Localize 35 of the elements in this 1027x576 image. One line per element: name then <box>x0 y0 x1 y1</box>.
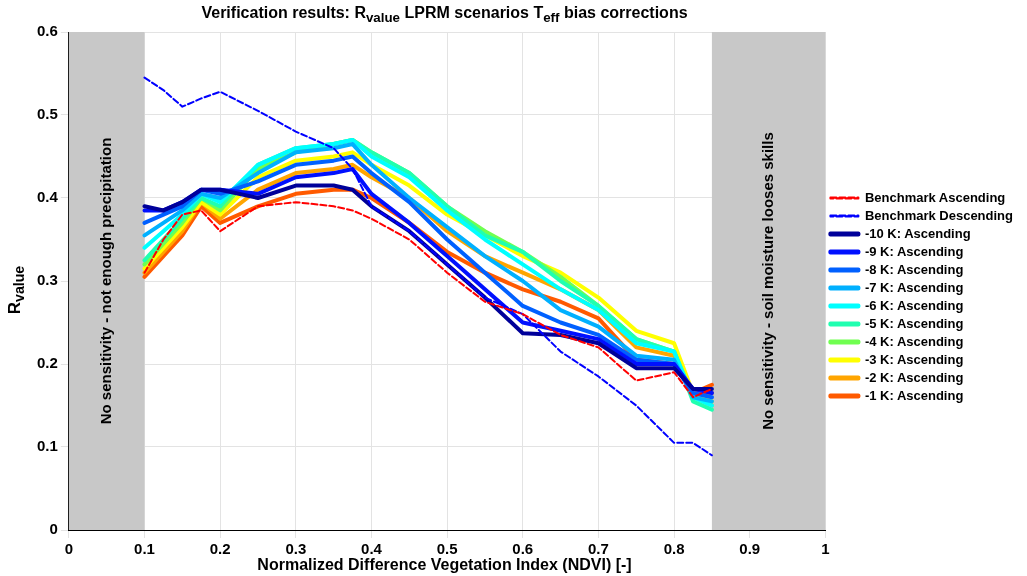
y-tick-label: 0.4 <box>36 188 59 206</box>
x-tick-label: 0.2 <box>209 540 231 558</box>
y-tick-label: 0.5 <box>36 105 58 123</box>
chart-title: Verification results: R$_{value}$ LPRM scenarios T$_{eff}$ bias corrections <box>200 4 689 26</box>
band-label: No sensitivity - soil moisture looses skills <box>758 132 776 430</box>
y-tick-label: 0.6 <box>36 22 58 40</box>
y-tick-label: 0 <box>49 520 58 538</box>
x-tick-label: 0.3 <box>285 540 307 558</box>
line-series <box>143 76 713 457</box>
legend-label: -9 K: Ascending <box>864 243 964 259</box>
y-tick-label: 0.1 <box>36 437 58 455</box>
y-tick-label: 0.2 <box>36 354 58 372</box>
legend-label: -5 K: Ascending <box>864 315 964 331</box>
x-tick-label: 0.8 <box>663 540 685 558</box>
x-tick-label: 1 <box>821 540 830 558</box>
legend-label: -8 K: Ascending <box>864 261 964 277</box>
legend-label: Benchmark Descending <box>864 207 1014 223</box>
x-tick-label: 0.7 <box>588 540 609 558</box>
legend-label: -4 K: Ascending <box>864 333 964 349</box>
legend-label: -3 K: Ascending <box>864 351 964 367</box>
x-tick-label: 0.6 <box>512 540 534 558</box>
x-tick-label: 0.5 <box>436 540 458 558</box>
x-axis-title: Normalized Difference Vegetation Index (NDVI) [-] <box>256 556 633 574</box>
band-label: No sensitivity - not enough precipitation <box>96 137 114 425</box>
x-tick-label: 0.1 <box>134 540 155 558</box>
legend-label: -10 K: Ascending <box>864 225 971 241</box>
x-tick-label: 0.9 <box>739 540 761 558</box>
legend-label: Benchmark Ascending <box>864 189 1006 205</box>
legend-label: -1 K: Ascending <box>864 387 964 403</box>
legend-label: -6 K: Ascending <box>864 297 964 313</box>
legend-label: -7 K: Ascending <box>864 279 964 295</box>
x-tick-label: 0 <box>64 540 74 558</box>
legend-label: -2 K: Ascending <box>864 369 964 385</box>
x-tick-label: 0.4 <box>361 540 383 558</box>
y-tick-label: 0.3 <box>36 271 58 289</box>
